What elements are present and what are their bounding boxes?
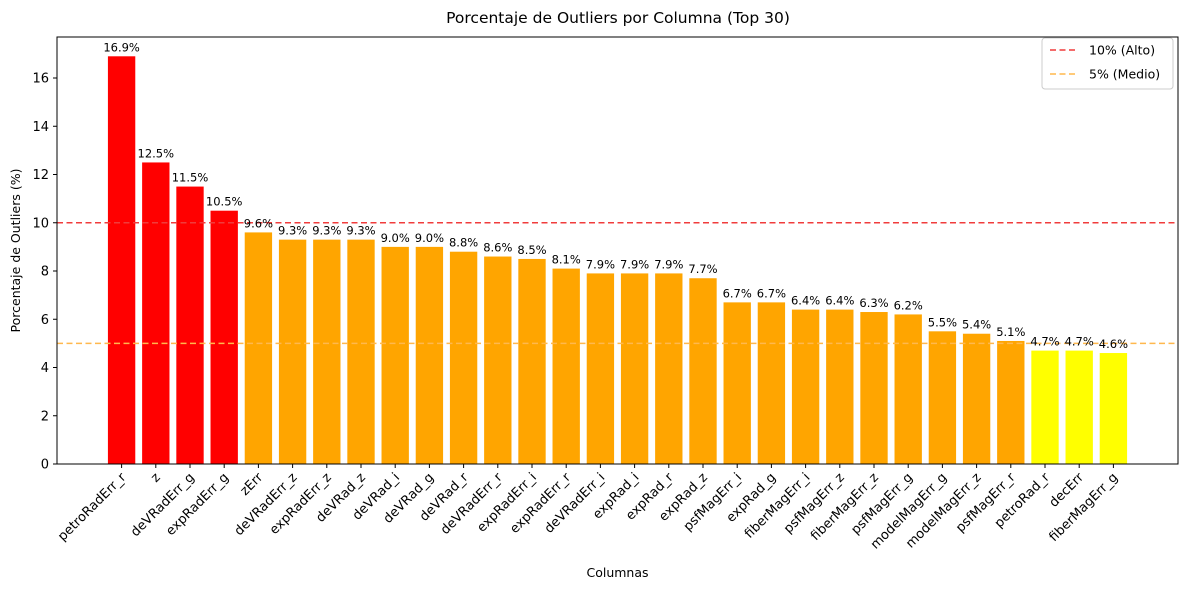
bar-modelMagErr_z <box>962 333 991 464</box>
bar-fiberMagErr_z <box>860 312 888 464</box>
bar-value-label: 16.9% <box>103 40 140 54</box>
bar-zErr <box>244 232 273 464</box>
bar-decErr <box>1065 350 1093 464</box>
bar-value-label: 9.0% <box>381 231 410 245</box>
bar-value-label: 7.9% <box>654 257 683 271</box>
bar-value-label: 5.4% <box>962 318 991 332</box>
bar-psfMagErr_z <box>826 309 854 464</box>
bar-modelMagErr_g <box>928 331 957 464</box>
legend: 10% (Alto) 5% (Medio) <box>1041 37 1174 90</box>
x-tick-label: zErr <box>238 470 267 499</box>
x-tick-label: petroRadErr_r <box>55 470 130 545</box>
y-tick-label: 8 <box>41 265 49 280</box>
bar-fiberMagErr_g <box>1099 353 1128 464</box>
bar-value-label: 6.4% <box>825 294 854 308</box>
bar-value-label: 6.2% <box>894 298 923 312</box>
bar-psfMagErr_i <box>723 302 751 464</box>
bar-expRadErr_i <box>518 258 546 464</box>
bar-fiberMagErr_i <box>791 309 820 464</box>
plot-frame <box>56 36 1179 465</box>
bar-psfMagErr_r <box>997 340 1025 464</box>
bar-deVRad_z <box>347 239 375 464</box>
bar-value-label: 7.9% <box>586 257 615 271</box>
bar-z <box>142 162 170 464</box>
y-tick-label: 10 <box>32 216 49 231</box>
legend-label: 10% (Alto) <box>1089 43 1155 58</box>
bar-expRadErr_g <box>210 210 238 464</box>
bar-expRadErr_z <box>313 239 341 464</box>
bar-expRad_g <box>757 302 786 464</box>
bar-expRad_i <box>620 273 649 464</box>
x-axis-title: Columnas <box>586 565 648 580</box>
bar-value-label: 7.9% <box>620 257 649 271</box>
bar-petroRad_r <box>1031 350 1059 464</box>
bar-deVRadErr_i <box>586 273 615 464</box>
y-tick-label: 16 <box>32 72 49 87</box>
bar-value-label: 7.7% <box>688 262 717 276</box>
y-axis-title: Porcentaje de Outliers (%) <box>8 169 23 333</box>
x-tick-label: z <box>148 470 164 486</box>
bar-deVRad_r <box>449 251 478 464</box>
bar-value-label: 9.3% <box>346 224 375 238</box>
bars-group <box>107 56 1128 464</box>
bar-value-label: 12.5% <box>138 146 175 160</box>
bar-deVRadErr_z <box>278 239 307 464</box>
bar-value-label: 10.5% <box>206 195 243 209</box>
bar-value-label: 9.3% <box>312 224 341 238</box>
legend-label: 5% (Medio) <box>1089 67 1160 82</box>
bar-value-label: 5.1% <box>996 325 1025 339</box>
bar-value-label: 9.6% <box>244 216 273 230</box>
bar-psfMagErr_g <box>894 314 922 464</box>
y-tick-label: 4 <box>41 361 49 376</box>
bar-value-labels: 16.9% 12.5% 11.5% 10.5%9.6% 9.3% 9.3% 9.3% 9.0%… <box>103 40 1128 351</box>
y-tick-label: 12 <box>32 168 49 183</box>
bar-petroRadErr_r <box>107 56 136 464</box>
bar-value-label: 6.3% <box>859 296 888 310</box>
bar-deVRad_g <box>415 246 444 464</box>
bar-deVRadErr_g <box>176 186 204 464</box>
bar-value-label: 4.7% <box>1065 335 1094 349</box>
bar-expRadErr_r <box>552 268 580 464</box>
bar-deVRadErr_r <box>484 256 512 464</box>
bar-deVRad_i <box>381 246 409 464</box>
bar-value-label: 8.6% <box>483 241 512 255</box>
bar-expRad_z <box>689 278 717 464</box>
bar-value-label: 9.0% <box>415 231 444 245</box>
y-tick-label: 2 <box>41 409 49 424</box>
bar-value-label: 6.7% <box>723 286 752 300</box>
bar-value-label: 6.4% <box>791 294 820 308</box>
bar-value-label: 4.7% <box>1030 335 1059 349</box>
y-axis-ticks: 0 2 4 6 8 10 12 14 16 <box>32 72 57 473</box>
bar-value-label: 8.5% <box>517 243 546 257</box>
bar-value-label: 8.1% <box>552 253 581 267</box>
y-tick-label: 14 <box>32 120 49 135</box>
y-tick-label: 6 <box>41 313 49 328</box>
y-tick-label: 0 <box>41 458 49 473</box>
bar-value-label: 11.5% <box>172 171 209 185</box>
bar-value-label: 9.3% <box>278 224 307 238</box>
reference-lines <box>57 221 1178 345</box>
bar-value-label: 5.5% <box>928 315 957 329</box>
chart-title: Porcentaje de Outliers por Columna (Top … <box>446 9 790 27</box>
bar-value-label: 8.8% <box>449 236 478 250</box>
bar-value-label: 6.7% <box>757 286 786 300</box>
bar-expRad_r <box>655 273 683 464</box>
bar-value-label: 4.6% <box>1099 337 1128 351</box>
